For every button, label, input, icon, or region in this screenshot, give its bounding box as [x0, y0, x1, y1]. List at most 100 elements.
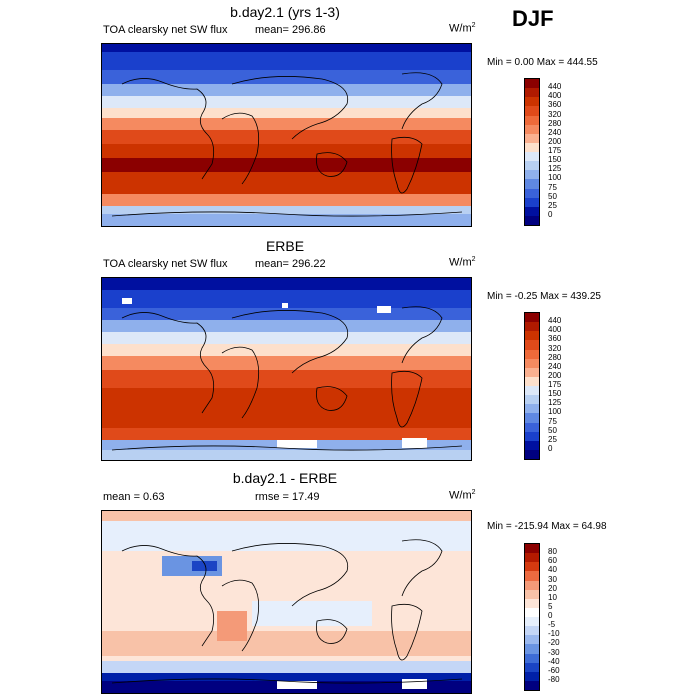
colorbar-segment [525, 206, 539, 216]
colorbar-segment [525, 449, 539, 459]
colorbar-segment [525, 635, 539, 645]
colorbar-tick-label: 400 [548, 91, 562, 101]
panel-1-variable-label: TOA clearsky net SW flux [103, 24, 228, 36]
colorbar-segment [525, 553, 539, 563]
colorbar-tick-label: 360 [548, 334, 562, 344]
colorbar-segment [525, 386, 539, 396]
colorbar-segment [525, 115, 539, 125]
panel-1-title: b.day2.1 (yrs 1-3) [230, 4, 340, 20]
colorbar-segment [525, 626, 539, 636]
colorbar-tick-label: 0 [548, 611, 553, 620]
colorbar-segment [525, 106, 539, 116]
panel-3-rmse: rmse = 17.49 [255, 491, 320, 503]
panel-2-minmax: Min = -0.25 Max = 439.25 [487, 291, 601, 302]
colorbar-segment [525, 617, 539, 627]
panel-1-units: W/m2 [449, 22, 476, 35]
colorbar-segment [525, 580, 539, 590]
colorbar-tick-label: 125 [548, 398, 562, 408]
colorbar-segment [525, 422, 539, 432]
colorbar-tick-label: 400 [548, 325, 562, 335]
colorbar-tick-label: 40 [548, 565, 557, 575]
panel-3-map-image [102, 511, 471, 693]
colorbar-segment [525, 133, 539, 143]
panel-1-map-image [102, 44, 471, 226]
panel-1-colorbar-ticks: 440 400 360 320 280 240 200 175 150 125 100 75 50 25 0 [548, 78, 588, 226]
colorbar-tick-label: 175 [548, 146, 562, 155]
colorbar-tick-label: 240 [548, 361, 562, 371]
colorbar-segment [525, 653, 539, 663]
colorbar-segment [525, 376, 539, 386]
colorbar-tick-label: 20 [548, 583, 557, 593]
colorbar-tick-label: -40 [548, 656, 560, 666]
colorbar-tick-label: 280 [548, 118, 562, 128]
colorbar-segment [525, 358, 539, 368]
panel-3-units: W/m2 [449, 489, 476, 502]
colorbar-tick-label: -80 [548, 674, 560, 684]
colorbar-segment [525, 124, 539, 134]
panel-3-title: b.day2.1 - ERBE [232, 470, 338, 486]
colorbar-segment [525, 97, 539, 107]
colorbar-tick-label: 0 [548, 443, 553, 453]
colorbar-segment [525, 161, 539, 171]
colorbar-segment [525, 680, 539, 690]
colorbar-tick-label: 50 [548, 425, 557, 435]
colorbar-tick-label: 100 [548, 407, 562, 417]
colorbar-segment [525, 431, 539, 441]
panel-1-colorbar [524, 78, 540, 226]
colorbar-segment [525, 440, 539, 450]
colorbar-segment [525, 404, 539, 414]
colorbar-tick-label: 200 [548, 136, 562, 146]
panel-1-mean: mean= 296.86 [255, 24, 326, 36]
colorbar-tick-label: -30 [548, 647, 560, 657]
panel-2-map [101, 277, 472, 461]
colorbar-tick-label: -20 [548, 638, 560, 648]
colorbar-segment [525, 322, 539, 332]
colorbar-segment [525, 395, 539, 405]
colorbar-segment [525, 152, 539, 162]
colorbar-tick-label: 280 [548, 352, 562, 362]
colorbar-segment [525, 313, 539, 323]
colorbar-segment [525, 340, 539, 350]
colorbar-tick-label: 50 [548, 191, 557, 201]
colorbar-segment [525, 179, 539, 189]
panel-3-colorbar-ticks: 80 60 40 30 20 10 5 0 -5 -10 -20 -30 -40 -60 -80 [548, 543, 588, 691]
panel-2-units: W/m2 [449, 256, 476, 269]
panel-3-mean: mean = 0.63 [103, 491, 165, 503]
panel-1-minmax: Min = 0.00 Max = 444.55 [487, 57, 598, 68]
colorbar-segment [525, 644, 539, 654]
colorbar-segment [525, 571, 539, 581]
panel-2-mean: mean= 296.22 [255, 258, 326, 270]
colorbar-tick-label: 150 [548, 389, 562, 399]
colorbar-segment [525, 413, 539, 423]
colorbar-tick-label: 5 [548, 601, 553, 611]
colorbar-tick-label: -10 [548, 629, 560, 639]
panel-2-colorbar-ticks: 440 400 360 320 280 240 200 175 150 125 100 75 50 25 0 [548, 312, 588, 460]
panel-2-map-image [102, 278, 471, 460]
colorbar-tick-label: 320 [548, 343, 562, 353]
colorbar-tick-label: 200 [548, 370, 562, 380]
colorbar-segment [525, 589, 539, 599]
colorbar-tick-label: 60 [548, 556, 557, 566]
colorbar-tick-label: 0 [548, 209, 553, 219]
colorbar-segment [525, 142, 539, 152]
colorbar-segment [525, 544, 539, 554]
colorbar-tick-label: 80 [548, 547, 557, 557]
panel-3-colorbar [524, 543, 540, 691]
colorbar-segment [525, 367, 539, 377]
colorbar-tick-label: -60 [548, 665, 560, 675]
colorbar-tick-label: 75 [548, 182, 557, 192]
panel-2-colorbar [524, 312, 540, 460]
colorbar-segment [525, 215, 539, 225]
colorbar-tick-label: 175 [548, 380, 562, 389]
colorbar-segment [525, 598, 539, 608]
colorbar-segment [525, 79, 539, 89]
colorbar-tick-label: 440 [548, 316, 562, 326]
colorbar-segment [525, 349, 539, 359]
colorbar-tick-label: 25 [548, 434, 557, 444]
colorbar-segment [525, 197, 539, 207]
colorbar-tick-label: 10 [548, 592, 557, 602]
colorbar-tick-label: 240 [548, 127, 562, 137]
colorbar-tick-label: 100 [548, 173, 562, 183]
panel-2-title: ERBE [265, 238, 305, 254]
panel-3-minmax: Min = -215.94 Max = 64.98 [487, 521, 607, 532]
